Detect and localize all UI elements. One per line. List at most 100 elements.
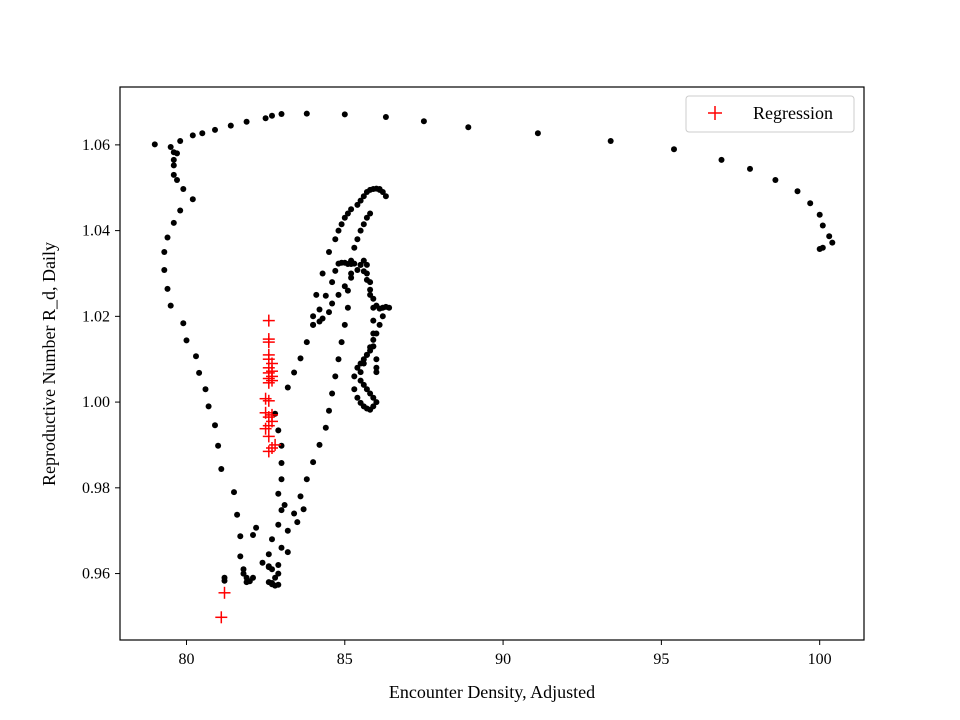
regression-point	[262, 336, 275, 349]
data-point	[174, 150, 180, 157]
data-point	[240, 566, 247, 573]
data-point	[269, 112, 275, 119]
data-point	[177, 207, 184, 214]
data-point	[221, 577, 228, 584]
y-tick-label: 0.98	[82, 480, 110, 497]
data-point	[465, 124, 472, 131]
y-tick-label: 1.06	[82, 137, 110, 154]
data-point	[826, 233, 833, 240]
data-point	[351, 244, 358, 251]
data-point	[243, 118, 250, 125]
data-point	[170, 171, 177, 178]
data-point	[367, 347, 374, 354]
data-point	[344, 304, 351, 311]
data-point	[348, 270, 355, 277]
data-point	[199, 130, 206, 137]
data-point	[262, 115, 269, 122]
data-point	[275, 570, 282, 577]
data-point	[332, 236, 339, 243]
regression-point	[262, 314, 275, 327]
data-point	[265, 551, 272, 558]
data-point	[319, 270, 326, 277]
data-point	[357, 369, 364, 376]
data-point	[205, 403, 212, 410]
y-axis: 0.96 0.98 1.00 1.02 1.04 1.06	[82, 137, 120, 583]
data-point	[420, 118, 427, 125]
data-point	[265, 563, 272, 570]
data-point	[329, 390, 336, 397]
data-point	[269, 536, 275, 543]
regression-point	[269, 438, 282, 451]
regression-point	[266, 442, 278, 454]
data-point	[341, 214, 348, 221]
data-point	[332, 373, 339, 380]
data-point	[300, 506, 307, 513]
data-point	[332, 267, 339, 274]
x-tick-label: 100	[808, 651, 832, 668]
data-point	[360, 381, 367, 388]
data-point	[253, 524, 260, 531]
data-point	[275, 427, 282, 434]
data-point	[360, 221, 367, 228]
data-point	[370, 304, 377, 311]
data-point	[338, 339, 345, 346]
data-point	[303, 476, 310, 483]
data-point	[747, 165, 753, 172]
data-point	[816, 211, 823, 218]
data-point	[379, 313, 386, 320]
x-axis-label: Encounter Density, Adjusted	[389, 682, 595, 702]
data-point	[367, 279, 374, 286]
data-point	[807, 200, 814, 207]
data-point	[177, 138, 184, 144]
data-point	[354, 267, 361, 273]
x-tick-label: 80	[178, 651, 194, 668]
data-point	[297, 493, 304, 500]
data-point	[360, 356, 367, 363]
data-point	[370, 330, 377, 337]
data-point	[370, 317, 377, 324]
data-point	[363, 214, 370, 221]
data-point	[326, 309, 332, 316]
x-tick-label: 90	[495, 651, 511, 668]
data-point	[170, 156, 177, 163]
legend: Regression	[685, 95, 855, 133]
data-point	[275, 490, 282, 497]
regression-point	[262, 445, 275, 458]
regression-point	[262, 394, 275, 407]
data-point	[382, 114, 389, 120]
data-point	[180, 320, 187, 327]
regression-series	[215, 314, 282, 624]
data-point	[189, 132, 196, 139]
data-point	[259, 559, 266, 566]
legend-marker-plus-icon	[708, 106, 722, 120]
data-point	[180, 186, 187, 192]
regression-free-series	[151, 110, 836, 589]
data-point	[183, 337, 190, 344]
data-point	[231, 489, 237, 496]
data-point	[218, 466, 225, 472]
data-point	[278, 507, 285, 514]
x-tick-label: 85	[337, 651, 353, 668]
data-point	[357, 197, 364, 204]
data-point	[151, 141, 158, 148]
data-point	[370, 394, 377, 401]
data-point	[170, 162, 177, 169]
data-point	[284, 527, 291, 534]
regression-point	[266, 374, 278, 387]
data-point	[281, 502, 288, 508]
data-point	[363, 261, 370, 268]
data-point	[718, 156, 725, 163]
regression-point	[218, 586, 231, 599]
data-point	[360, 257, 367, 264]
data-point	[237, 553, 244, 560]
data-point	[310, 313, 317, 320]
data-point	[303, 339, 310, 346]
data-point	[291, 369, 298, 376]
data-point	[193, 353, 199, 360]
data-point	[367, 286, 374, 293]
plot-area-frame	[119, 86, 865, 641]
data-point	[344, 287, 351, 294]
x-axis: 80 85 90 95 100	[178, 640, 832, 668]
data-point	[357, 261, 364, 268]
